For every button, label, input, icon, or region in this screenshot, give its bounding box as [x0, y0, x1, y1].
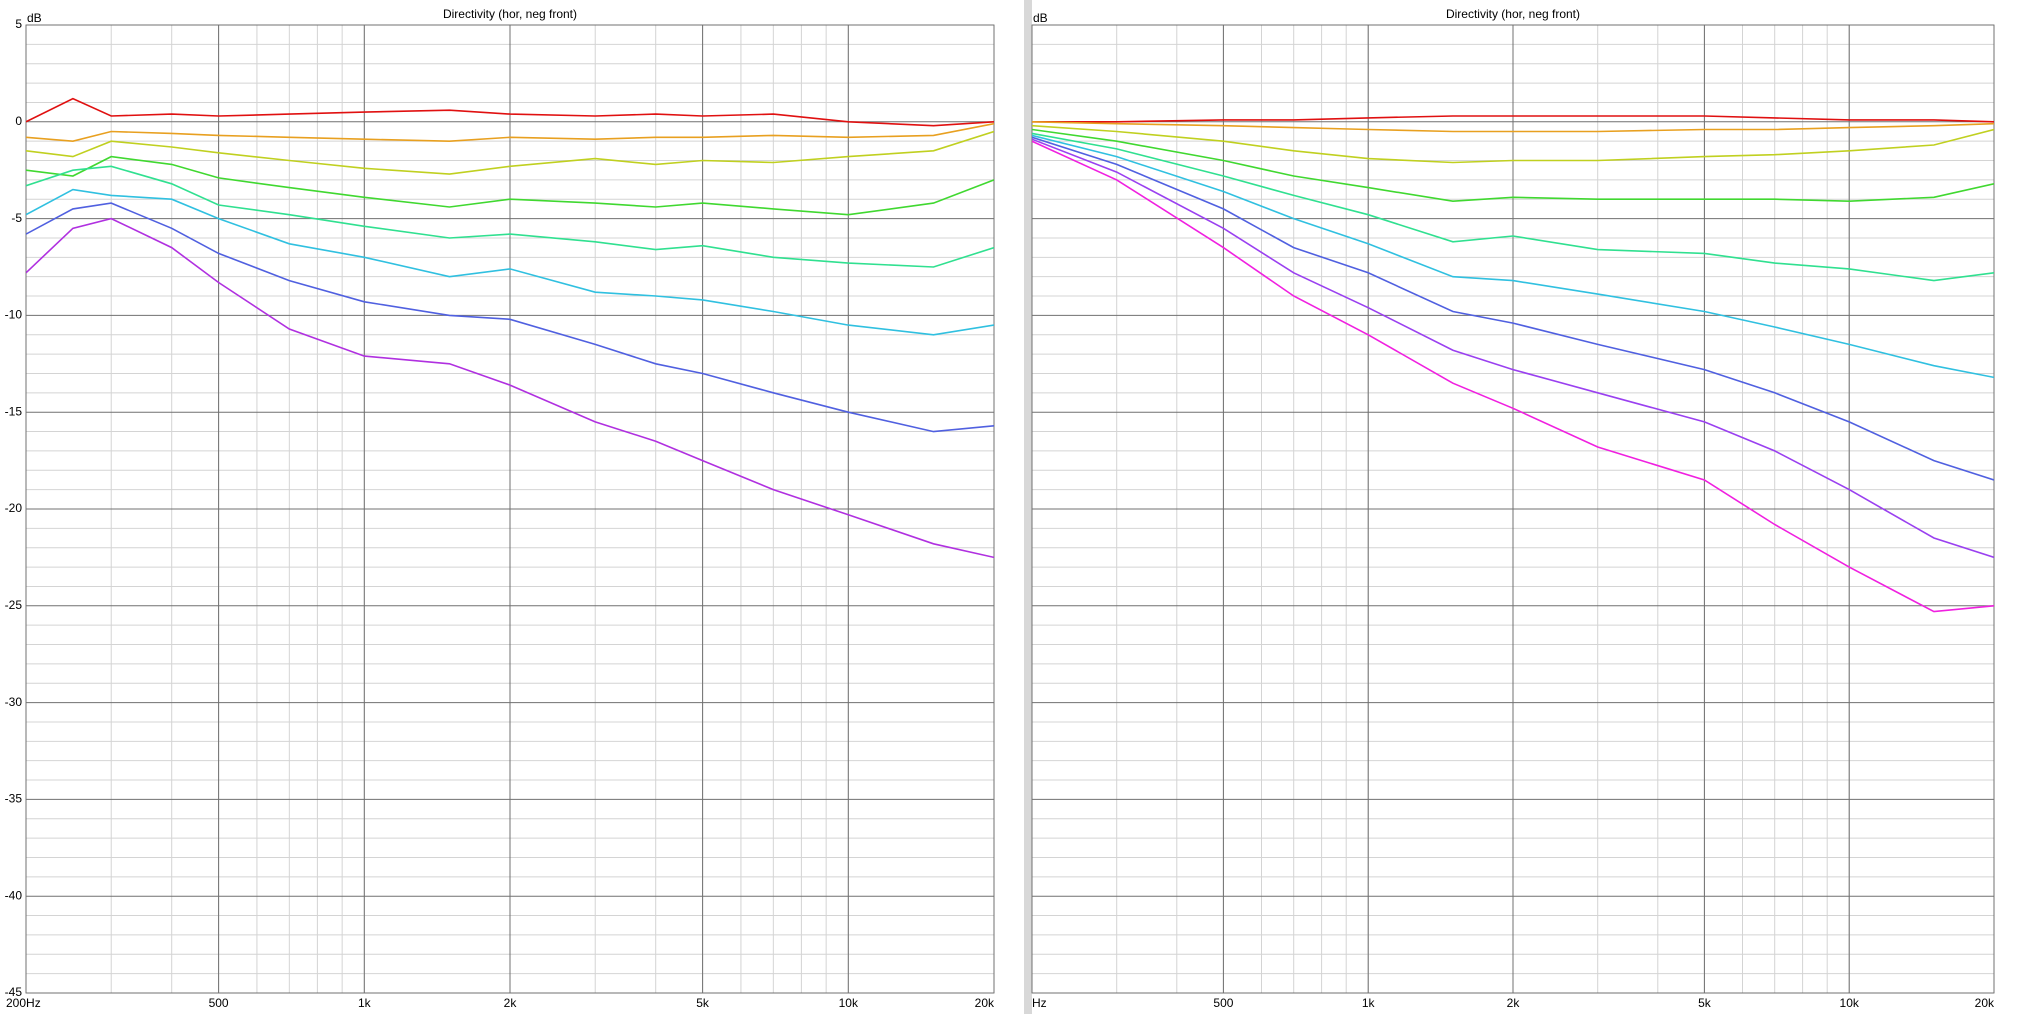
series-line [1032, 128, 1994, 203]
series-line [1032, 121, 1994, 133]
series-line [26, 155, 994, 216]
y-tick-label: -45 [5, 985, 23, 999]
x-tick-label: 5k [696, 996, 710, 1010]
series-line [1032, 132, 1994, 282]
series-line [26, 217, 994, 559]
y-tick-label: 0 [15, 114, 22, 128]
y-tick-label: -15 [5, 404, 23, 418]
y-tick-label: -25 [5, 598, 23, 612]
y-axis-label: dB [27, 11, 42, 25]
series-line [1032, 115, 1994, 123]
series-line [26, 165, 994, 268]
panel-divider [1024, 0, 1032, 1014]
y-tick-label: -20 [5, 501, 23, 515]
x-tick-label: 2k [504, 996, 518, 1010]
x-tick-label: 1k [1362, 996, 1376, 1010]
series-line [26, 122, 994, 143]
series-line [1032, 138, 1994, 559]
series-line [1032, 140, 1994, 613]
y-tick-label: -30 [5, 695, 23, 709]
x-tick-label: 20k [1975, 996, 1995, 1010]
chart: Hz 500 1k 2k 5k 10k 20k Directivity (hor, neg f… [1031, 7, 1995, 1010]
x-tick-label: 5k [1698, 996, 1712, 1010]
series-line [26, 97, 994, 127]
x-tick-label: 10k [1840, 996, 1860, 1010]
y-tick-label: -10 [5, 308, 23, 322]
y-tick-label: -40 [5, 888, 23, 902]
y-axis-label: dB [1033, 11, 1048, 25]
y-tick-label: -5 [11, 211, 22, 225]
x-tick-label: 500 [1213, 996, 1233, 1010]
series-group [26, 97, 994, 559]
series-group [1032, 115, 1994, 613]
series-line [26, 130, 994, 175]
chart-title: Directivity (hor, neg front) [443, 7, 577, 21]
x-tick-label: 200Hz [6, 996, 41, 1010]
series-line [26, 188, 994, 336]
series-line [1032, 124, 1994, 164]
x-tick-label: 20k [975, 996, 995, 1010]
y-tick-label: 5 [15, 17, 22, 31]
x-tick-label: 1k [358, 996, 372, 1010]
y-tick-label: -35 [5, 792, 23, 806]
series-line [1032, 134, 1994, 379]
x-tick-label: 500 [209, 996, 229, 1010]
x-tick-label: 10k [839, 996, 859, 1010]
x-tick-label: Hz [1032, 996, 1047, 1010]
x-tick-label: 2k [1507, 996, 1521, 1010]
series-line [1032, 136, 1994, 481]
chart-title: Directivity (hor, neg front) [1446, 7, 1580, 21]
series-line [26, 202, 994, 433]
